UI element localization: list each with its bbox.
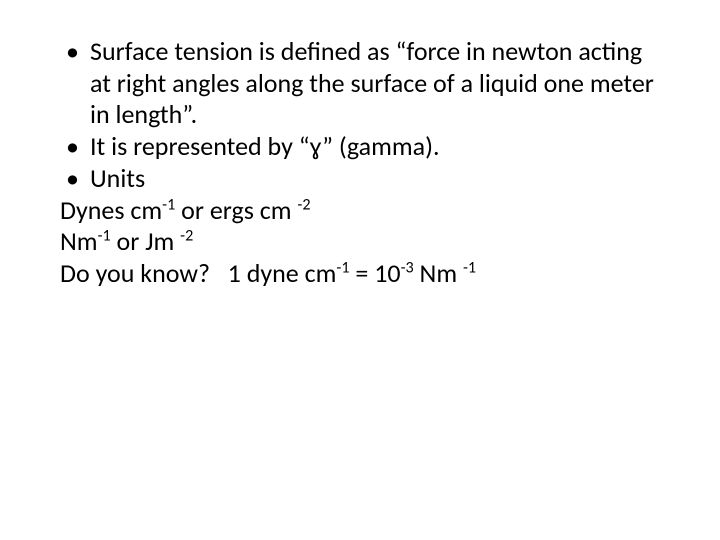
text-segment: Nm	[60, 225, 98, 257]
text-segment: Dynes cm	[60, 194, 162, 226]
text-segment: Do you know? 1 dyne cm	[60, 257, 336, 289]
text-segment: Nm	[414, 257, 463, 289]
bullet-item: Units	[60, 163, 660, 195]
bullet-text: It is represented by “ɣ” (gamma).	[90, 130, 440, 162]
bullet-text: Units	[90, 162, 145, 194]
superscript: -1	[162, 195, 175, 214]
superscript: -2	[180, 227, 193, 246]
bullet-item: It is represented by “ɣ” (gamma).	[60, 131, 660, 163]
superscript: -2	[297, 195, 310, 214]
units-line-dynes: Dynes cm-1 or ergs cm -2	[60, 195, 660, 227]
superscript: -1	[336, 258, 349, 277]
text-segment: or ergs cm	[175, 194, 297, 226]
text-segment: = 10	[350, 257, 401, 289]
conversion-line: Do you know? 1 dyne cm-1 = 10-3 Nm -1	[60, 258, 660, 290]
units-line-nm: Nm-1 or Jm -2	[60, 226, 660, 258]
superscript: -3	[401, 258, 414, 277]
superscript: -1	[98, 227, 111, 246]
bullet-text: Surface tension is defined as “force in …	[90, 35, 654, 130]
superscript: -1	[463, 258, 476, 277]
bullet-item: Surface tension is defined as “force in …	[60, 36, 660, 131]
bullet-list: Surface tension is defined as “force in …	[60, 36, 660, 195]
slide: Surface tension is defined as “force in …	[0, 0, 720, 540]
text-segment: or Jm	[111, 225, 180, 257]
